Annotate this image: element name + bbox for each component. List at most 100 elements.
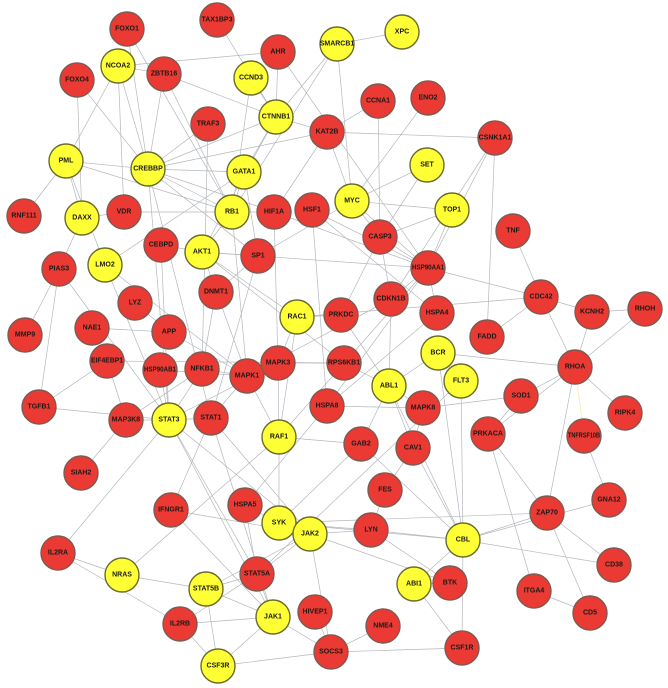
node-sp1[interactable]: SP1 [240,238,276,274]
node-mmp9[interactable]: MMP9 [7,317,43,353]
node-cbl[interactable]: CBL [445,522,481,558]
node-ctnnb1[interactable]: CTNNB1 [258,99,294,135]
node-rac1[interactable]: RAC1 [279,299,315,335]
node-tax1bp3[interactable]: TAX1BP3 [199,2,235,38]
node-raf1[interactable]: RAF1 [261,419,297,455]
node-prkaca[interactable]: PRKACA [470,416,506,452]
node-hsf1[interactable]: HSF1 [294,192,330,228]
node-btk[interactable]: BTK [432,565,468,601]
node-stat5b[interactable]: STAT5B [188,571,224,607]
node-cdkn1b[interactable]: CDKN1B [373,281,409,317]
node-app[interactable]: APP [151,314,187,350]
node-mapk8[interactable]: MAPK8 [405,390,441,426]
edge-socs3-csf1r [330,647,463,653]
node-cd5[interactable]: CD5 [572,595,608,631]
node-smarcb1[interactable]: SMARCB1 [319,26,355,62]
node-circle [410,250,446,286]
node-ahr[interactable]: AHR [260,34,296,70]
node-kat2b[interactable]: KAT2B [309,114,345,150]
node-top1[interactable]: TOP1 [434,192,470,228]
node-lyn[interactable]: LYN [353,512,389,548]
node-lyz[interactable]: LYZ [117,285,153,321]
node-cebpd[interactable]: CEBPD [143,227,179,263]
node-hivep1[interactable]: HIVEP1 [297,594,333,630]
node-csf3r[interactable]: CSF3R [200,648,236,684]
node-sod1[interactable]: SOD1 [503,378,539,414]
node-pias3[interactable]: PIAS3 [41,251,77,287]
node-hspa4[interactable]: HSPA4 [419,295,455,331]
node-crebbp[interactable]: CREBBP [130,151,166,187]
node-rhoh[interactable]: RHOH [627,291,663,327]
node-nae1[interactable]: NAE1 [74,310,110,346]
node-dnmt1[interactable]: DNMT1 [198,274,234,310]
node-cdc42[interactable]: CDC42 [523,279,559,315]
node-map3k8[interactable]: MAP3K8 [108,402,144,438]
node-mapk1[interactable]: MAPK1 [229,358,265,394]
node-foxo1[interactable]: FOXO1 [109,11,145,47]
node-hsp90aa1[interactable]: HSP90AA1 [410,250,446,286]
node-akt1[interactable]: AKT1 [184,234,220,270]
node-ccna1[interactable]: CCNA1 [360,83,396,119]
node-hspa5[interactable]: HSPA5 [227,487,263,523]
node-cd38[interactable]: CD38 [596,547,632,583]
node-flt3[interactable]: FLT3 [443,363,479,399]
node-eno2[interactable]: ENO2 [410,80,446,116]
node-socs3[interactable]: SOCS3 [313,634,349,670]
node-fadd[interactable]: FADD [469,319,505,355]
node-stat1[interactable]: STAT1 [193,400,229,436]
node-jak1[interactable]: JAK1 [255,599,291,635]
node-abl1[interactable]: ABL1 [371,368,407,404]
node-hsp90ab1[interactable]: HSP90AB1 [142,352,178,388]
node-stat3[interactable]: STAT3 [151,402,187,438]
node-casp3[interactable]: CASP3 [362,219,398,255]
node-csf1r[interactable]: CSF1R [444,630,480,666]
node-jak2[interactable]: JAK2 [292,516,328,552]
node-stat5a[interactable]: STAT5A [239,556,275,592]
node-xpc[interactable]: XPC [384,14,420,50]
node-tgfb1[interactable]: TGFB1 [21,389,57,425]
node-set[interactable]: SET [409,147,445,183]
node-gna12[interactable]: GNA12 [591,482,627,518]
node-lmo2[interactable]: LMO2 [87,247,123,283]
node-eif4ebp1[interactable]: EIF4EBP1 [89,343,125,379]
node-hif1a[interactable]: HIF1A [256,194,292,230]
node-nras[interactable]: NRAS [104,557,140,593]
node-prkdc[interactable]: PRKDC [323,297,359,333]
node-ncoa2[interactable]: NCOA2 [100,48,136,84]
node-itga4[interactable]: ITGA4 [516,573,552,609]
node-nme4[interactable]: NME4 [365,608,401,644]
node-siah2[interactable]: SIAH2 [63,455,99,491]
node-gata1[interactable]: GATA1 [226,154,262,190]
node-myc[interactable]: MYC [334,183,370,219]
node-cav1[interactable]: CAV1 [395,430,431,466]
node-hspa8[interactable]: HSPA8 [309,388,345,424]
node-tnfrsf10b[interactable]: TNFRSF10B [566,418,602,454]
node-zap70[interactable]: ZAP70 [529,495,565,531]
node-rps6kb1[interactable]: RPS6KB1 [326,345,362,381]
node-fes[interactable]: FES [367,472,403,508]
node-il2ra[interactable]: IL2RA [40,535,76,571]
node-tnf[interactable]: TNF [495,213,531,249]
node-daxx[interactable]: DAXX [64,200,100,236]
node-traf3[interactable]: TRAF3 [190,106,226,142]
node-ripk4[interactable]: RIPK4 [607,395,643,431]
node-ifngr1[interactable]: IFNGR1 [153,492,189,528]
node-kcnh2[interactable]: KCNH2 [574,294,610,330]
node-gab2[interactable]: GAB2 [343,426,379,462]
node-zbtb16[interactable]: ZBTB16 [146,56,182,92]
node-vdr[interactable]: VDR [106,194,142,230]
node-circle [410,80,446,116]
node-rnf111[interactable]: RNF111 [6,198,42,234]
node-ccnd3[interactable]: CCND3 [233,60,269,96]
node-syk[interactable]: SYK [261,505,297,541]
node-il2rb[interactable]: IL2RB [162,606,198,642]
node-pml[interactable]: PML [48,143,84,179]
node-nfkb1[interactable]: NFKB1 [184,351,220,387]
node-bcr[interactable]: BCR [420,335,456,371]
node-abi1[interactable]: ABI1 [396,566,432,602]
node-mapk3[interactable]: MAPK3 [260,345,296,381]
node-csnk1a1[interactable]: CSNK1A1 [477,120,513,156]
node-rhoa[interactable]: RHOA [557,349,593,385]
node-rb1[interactable]: RB1 [214,194,250,230]
node-foxo4[interactable]: FOXO4 [59,62,95,98]
